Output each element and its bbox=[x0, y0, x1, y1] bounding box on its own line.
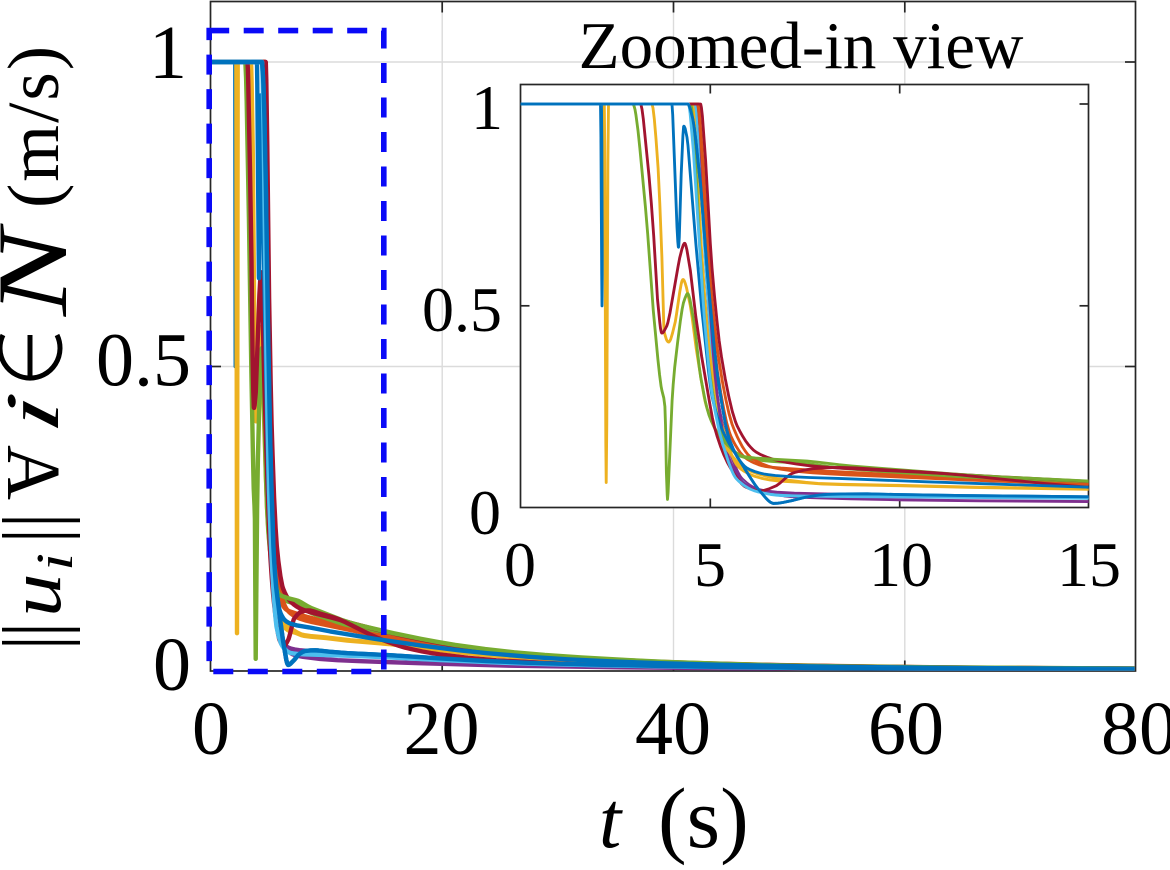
svg-text:0: 0 bbox=[153, 623, 191, 707]
svg-text:(s): (s) bbox=[658, 770, 749, 866]
svg-text:Zoomed-in view: Zoomed-in view bbox=[579, 9, 1024, 83]
svg-text:15: 15 bbox=[1057, 529, 1121, 600]
svg-text:u: u bbox=[0, 573, 76, 617]
svg-text:40: 40 bbox=[635, 687, 711, 771]
svg-text:10: 10 bbox=[869, 529, 933, 600]
svg-text:0.5: 0.5 bbox=[96, 319, 191, 403]
svg-text:1: 1 bbox=[149, 11, 187, 95]
svg-text:5: 5 bbox=[694, 529, 726, 600]
svg-text:N: N bbox=[0, 223, 88, 317]
svg-text:i: i bbox=[26, 553, 83, 571]
svg-text:0: 0 bbox=[469, 477, 501, 548]
svg-text:60: 60 bbox=[868, 687, 944, 771]
svg-text:80: 80 bbox=[1101, 687, 1170, 771]
svg-text:t: t bbox=[599, 777, 623, 865]
svg-text:20: 20 bbox=[404, 687, 480, 771]
svg-text:(m/s): (m/s) bbox=[0, 44, 74, 208]
svg-text:0: 0 bbox=[504, 529, 536, 600]
svg-text:A: A bbox=[0, 445, 75, 500]
svg-text:0: 0 bbox=[192, 687, 230, 771]
svg-text:0.5: 0.5 bbox=[422, 274, 502, 345]
svg-text:1: 1 bbox=[471, 72, 503, 143]
